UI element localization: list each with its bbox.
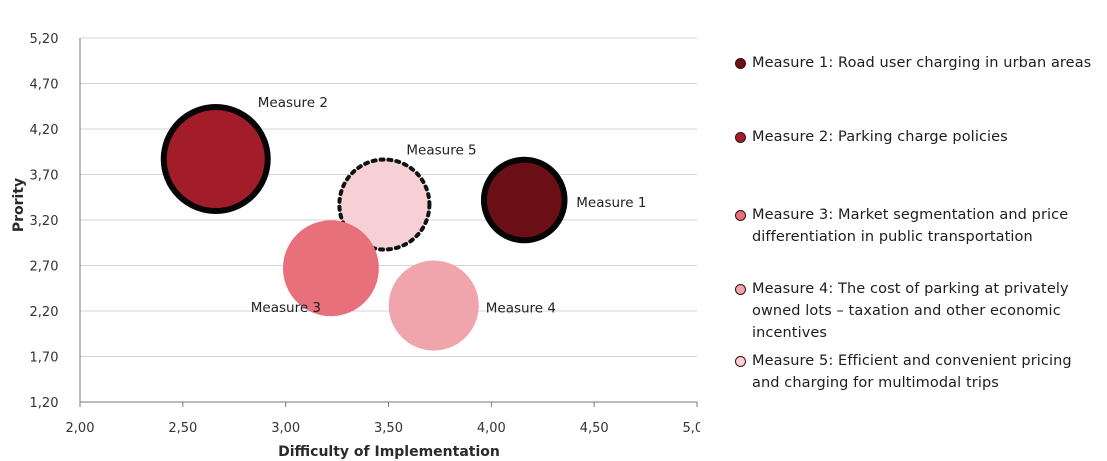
y-tick-label: 3,20 <box>30 214 59 229</box>
legend-item-measure-3: Measure 3: Market segmentation and price… <box>730 204 1100 248</box>
bubble-label: Measure 4 <box>486 301 556 317</box>
y-tick-label: 2,20 <box>30 305 59 320</box>
y-axis-title: Prority <box>11 178 27 232</box>
bubble-measure-5 <box>337 157 432 252</box>
y-tick-label: 5,20 <box>30 32 59 47</box>
bubble-label: Measure 3 <box>251 300 321 316</box>
y-tick-label: 4,20 <box>30 123 59 138</box>
bubble-chart: 1,20 1,70 2,20 2,70 3,20 3,70 4,20 4,70 5,20 2,0… <box>11 32 700 460</box>
bubbles <box>160 104 568 351</box>
legend-item-measure-1: Measure 1: Road user charging in urban a… <box>730 52 1091 74</box>
legend-item-measure-2: Measure 2: Parking charge policies <box>730 126 1008 148</box>
axes <box>79 38 698 407</box>
legend-item-measure-4: Measure 4: The cost of parking at privat… <box>730 278 1100 344</box>
y-tick-label: 1,20 <box>30 396 59 411</box>
y-tick-labels: 1,20 1,70 2,20 2,70 3,20 3,70 4,20 4,70 5,20 <box>30 32 59 411</box>
x-tick-labels: 2,00 2,50 3,00 3,50 4,00 4,50 5,00 <box>66 421 700 436</box>
x-tick-label: 4,00 <box>477 421 506 436</box>
x-tick-label: 5,00 <box>683 421 700 436</box>
x-tick-label: 3,00 <box>271 421 300 436</box>
legend-label: Measure 1: Road user charging in urban a… <box>752 55 1092 71</box>
x-tick-label: 2,00 <box>66 421 95 436</box>
bubble-measure-4 <box>388 260 479 351</box>
legend-marker-icon <box>735 58 746 69</box>
bubble-label: Measure 5 <box>406 143 476 159</box>
y-tick-label: 3,70 <box>30 169 59 184</box>
bubble-labels: Measure 1 Measure 5 Measure 2 Measure 3 Meas… <box>251 95 647 317</box>
y-tick-label: 2,70 <box>30 260 59 275</box>
y-tick-label: 1,70 <box>30 351 59 366</box>
legend-marker-icon <box>735 132 746 143</box>
x-tick-label: 3,50 <box>374 421 403 436</box>
x-tick-label: 4,50 <box>580 421 609 436</box>
bubble-label: Measure 1 <box>576 195 646 211</box>
bubble-measure-3 <box>282 220 379 317</box>
x-tick-label: 2,50 <box>168 421 197 436</box>
legend-marker-icon <box>735 210 746 221</box>
legend-label: Measure 3: Market segmentation and price… <box>752 207 1069 245</box>
legend-label: Measure 5: Efficient and convenient pric… <box>752 353 1072 391</box>
y-tick-label: 4,70 <box>30 78 59 93</box>
x-axis-title: Difficulty of Implementation <box>278 444 500 460</box>
bubble-measure-1 <box>480 156 568 244</box>
legend-item-measure-5: Measure 5: Efficient and convenient pric… <box>730 350 1100 394</box>
legend-label: Measure 4: The cost of parking at privat… <box>752 281 1069 341</box>
legend-marker-icon <box>735 284 746 295</box>
bubble-label: Measure 2 <box>258 95 328 111</box>
legend-marker-icon <box>735 356 746 367</box>
legend-label: Measure 2: Parking charge policies <box>752 129 1008 145</box>
bubble-measure-2 <box>160 104 271 215</box>
